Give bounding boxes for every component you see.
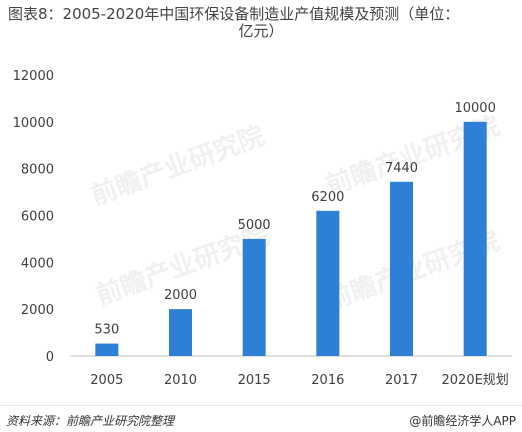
y-tick-label: 8000 (21, 163, 54, 178)
y-tick-label: 6000 (21, 210, 54, 225)
watermark-text: 前瞻产业研究院 (87, 120, 269, 211)
y-axis: 0 2000 4000 6000 8000 10000 12000 (13, 69, 54, 365)
bar (463, 121, 487, 356)
x-tick-label: 2016 (311, 373, 344, 388)
y-tick-label: 2000 (21, 303, 54, 318)
bar (242, 238, 266, 356)
data-label: 5000 (238, 218, 271, 233)
data-label: 2000 (164, 288, 197, 303)
x-tick-label: 2005 (90, 373, 123, 388)
x-tick-label: 2010 (164, 373, 197, 388)
chart-title-line2: 亿元） (238, 22, 284, 40)
source-note: 资料来源：前瞻产业研究院整理 (6, 414, 175, 428)
bar (95, 343, 119, 356)
brand-credit: @前瞻经济学人APP (409, 414, 516, 428)
chart-title: 图表8：2005-2020年中国环保设备制造业产值规模及预测（单位： 亿元） (8, 6, 514, 40)
footer: 资料来源：前瞻产业研究院整理 @前瞻经济学人APP (0, 405, 522, 432)
data-label: 7440 (385, 161, 418, 176)
x-tick-label: 2020E规划 (442, 373, 509, 388)
data-label: 6200 (311, 190, 344, 205)
chart-title-line1: 图表8：2005-2020年中国环保设备制造业产值规模及预测（单位： (8, 5, 460, 23)
watermark-layer: 前瞻产业研究院前瞻产业研究院前瞻产业研究院前瞻产业研究院 (87, 110, 504, 316)
y-tick-label: 4000 (21, 256, 54, 271)
bars: 530 2000 5000 6200 7440 10000 (94, 101, 496, 356)
data-label: 530 (94, 323, 119, 338)
x-axis: 2005 2010 2015 2016 2017 2020E规划 (90, 373, 509, 388)
y-tick-label: 0 (46, 350, 54, 365)
data-label: 10000 (454, 101, 495, 116)
x-tick-label: 2015 (238, 373, 271, 388)
bar (169, 309, 192, 356)
bar (390, 181, 413, 356)
y-tick-label: 10000 (13, 116, 54, 131)
bar (316, 210, 340, 356)
x-tick-label: 2017 (385, 373, 418, 388)
y-tick-label: 12000 (13, 69, 54, 84)
